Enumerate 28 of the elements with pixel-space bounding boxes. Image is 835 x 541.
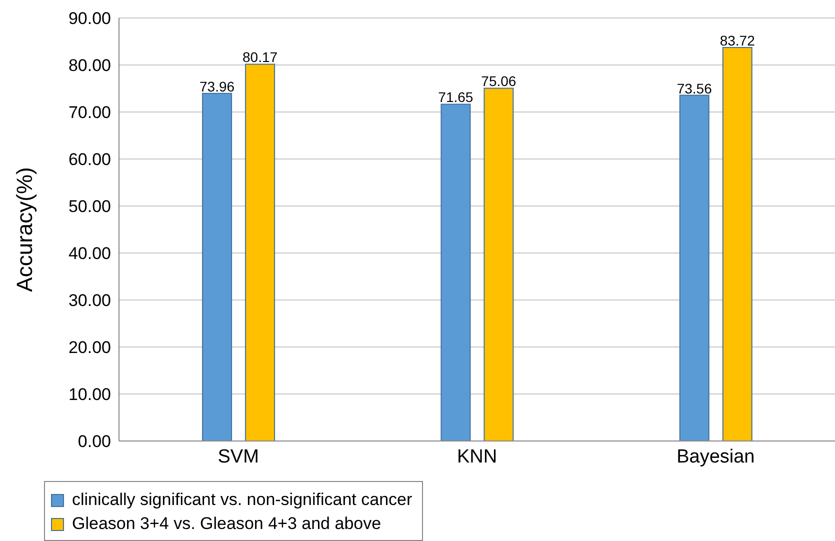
data-label: 83.72 xyxy=(720,32,756,49)
bar xyxy=(722,47,752,441)
bar xyxy=(484,88,514,441)
y-tick-label: 80.00 xyxy=(68,56,111,76)
data-label: 80.17 xyxy=(242,49,278,66)
y-tick-label: 90.00 xyxy=(68,9,111,28)
y-tick-label: 70.00 xyxy=(68,103,111,122)
legend-label: Gleason 3+4 vs. Gleason 4+3 and above xyxy=(72,514,382,534)
y-tick-label: 60.00 xyxy=(68,150,111,170)
y-tick-label: 0.00 xyxy=(78,432,111,452)
bar xyxy=(202,92,232,441)
y-tick-label: 50.00 xyxy=(68,197,111,216)
x-tick-label: Bayesian xyxy=(676,446,755,468)
data-label: 73.96 xyxy=(200,78,235,94)
data-label: 75.06 xyxy=(481,73,516,90)
legend-label: clinically significant vs. non-significant cancer xyxy=(72,490,412,510)
x-tick-label: KNN xyxy=(456,446,498,468)
bar xyxy=(245,64,276,441)
bar xyxy=(440,104,471,441)
y-tick-label: 10.00 xyxy=(68,385,111,404)
data-label: 71.65 xyxy=(438,89,474,106)
y-axis-title: Accuracy(%) xyxy=(12,167,37,292)
y-tick-label: 40.00 xyxy=(68,244,111,264)
bar xyxy=(679,94,710,441)
y-tick-label: 30.00 xyxy=(68,291,111,310)
data-label: 73.56 xyxy=(676,80,712,96)
x-tick-label: SVM xyxy=(218,446,259,468)
y-tick-label: 20.00 xyxy=(68,338,111,358)
